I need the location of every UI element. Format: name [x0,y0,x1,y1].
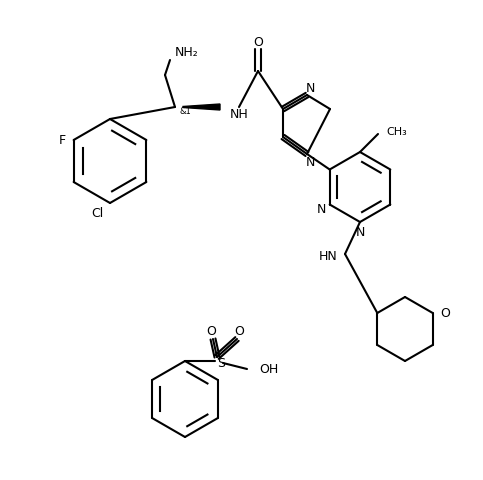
Text: NH₂: NH₂ [175,47,199,60]
Text: F: F [58,134,66,147]
Text: O: O [206,325,216,338]
Text: CH₃: CH₃ [386,127,407,137]
Text: HN: HN [318,250,337,263]
Text: N: N [317,203,327,216]
Text: &1: &1 [180,106,192,115]
Text: O: O [234,325,244,338]
Text: N: N [355,226,365,239]
Text: O: O [440,307,451,320]
Text: OH: OH [259,363,278,376]
Text: S: S [217,357,225,370]
Text: N: N [305,81,315,94]
Text: O: O [253,36,263,48]
Text: NH: NH [230,108,249,121]
Polygon shape [183,105,220,111]
Text: N: N [305,156,315,169]
Text: Cl: Cl [92,207,104,220]
